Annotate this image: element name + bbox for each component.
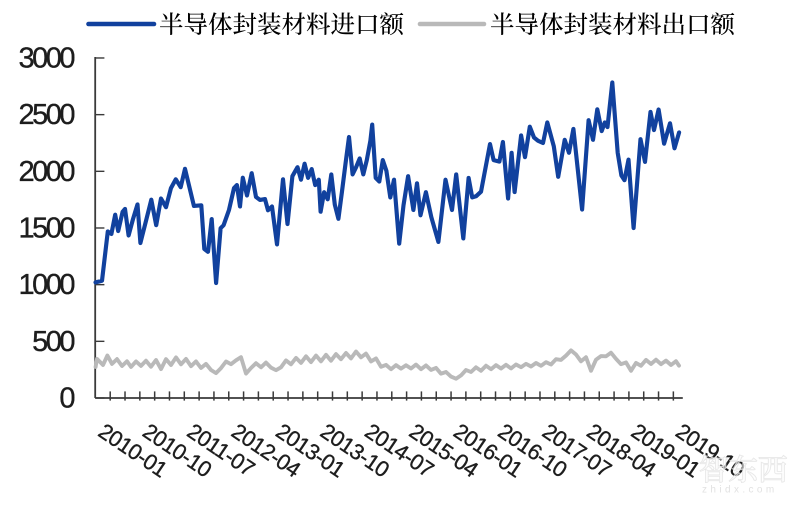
svg-text:2000: 2000: [18, 156, 74, 188]
svg-text:zhidx.com: zhidx.com: [702, 485, 778, 496]
svg-text:1500: 1500: [18, 213, 74, 245]
svg-text:1000: 1000: [18, 269, 74, 301]
svg-text:500: 500: [32, 326, 74, 358]
svg-text:3000: 3000: [18, 43, 74, 75]
svg-text:2500: 2500: [18, 99, 74, 131]
svg-text:0: 0: [59, 383, 74, 415]
